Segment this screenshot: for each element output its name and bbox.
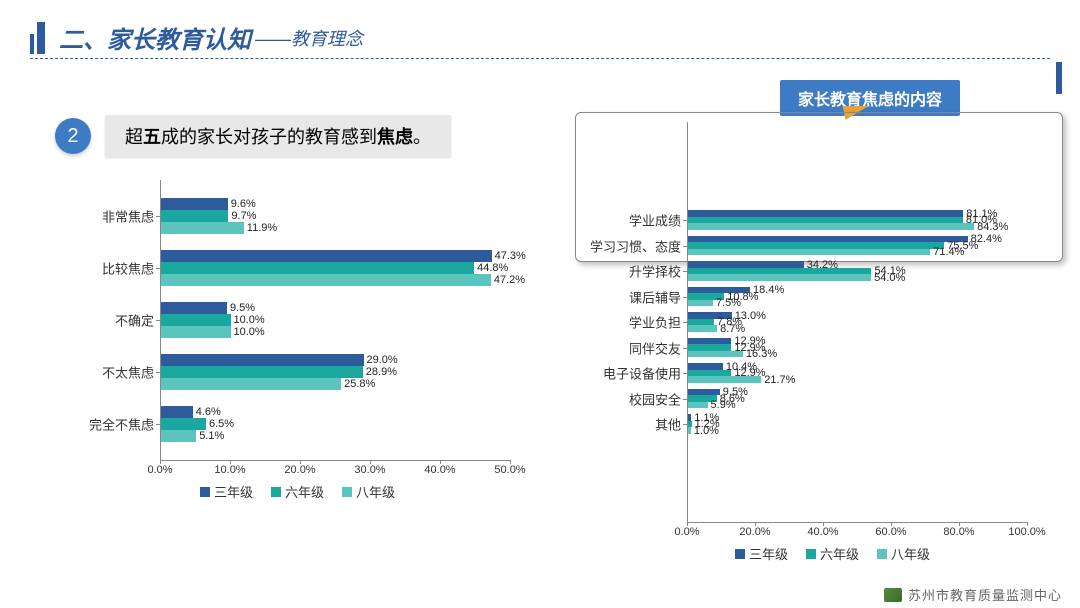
legend-item: 三年级 [735,544,788,563]
category-label: 比较焦虑 [102,259,160,278]
bar: 25.8% [161,378,342,390]
bar-value: 28.9% [363,366,397,378]
bar-value: 5.1% [196,430,224,442]
legend-item: 八年级 [342,482,395,501]
bar-value: 25.8% [341,378,375,390]
bar: 16.3% [688,351,743,358]
category-label: 同伴交友 [629,338,687,357]
bar-value: 44.8% [474,262,508,274]
bar-value: 54.0% [871,272,905,284]
bar-value: 71.4% [930,246,964,258]
title-main: 二、家长教育认知 [59,20,251,55]
bar: 29.0% [161,354,364,366]
bar-value: 5.9% [708,399,736,411]
legend-item: 六年级 [271,482,324,501]
bar: 44.8% [161,262,475,274]
bar: 7.5% [688,300,714,307]
bar-value: 1.0% [691,425,719,437]
bar-value: 7.5% [713,297,741,309]
subtitle-text: 超五成的家长对孩子的教育感到焦虑。 [105,115,451,157]
bar-value: 10.0% [231,326,265,338]
category-label: 学业成绩 [629,211,687,230]
bar-value: 47.3% [492,250,526,262]
legend-item: 八年级 [877,544,930,563]
slide-title: 二、家长教育认知 ——教育理念 [30,20,363,55]
bar: 84.3% [688,223,975,230]
title-accent-bars [30,22,45,54]
bar: 54.0% [688,274,872,281]
category-label: 不太焦虑 [102,363,160,382]
category-label: 完全不焦虑 [89,415,160,434]
title-divider [30,58,1050,59]
bar: 5.1% [161,430,197,442]
bar-value: 84.3% [974,221,1008,233]
bar-value: 9.6% [228,198,256,210]
subtitle-row: 2 超五成的家长对孩子的教育感到焦虑。 [55,115,451,157]
chart-anxiety-level: 非常焦虑9.6%9.7%11.9%比较焦虑47.3%44.8%47.2%不确定9… [50,180,540,520]
legend-item: 三年级 [200,482,253,501]
legend-right: 三年级六年级八年级 [735,544,930,563]
bar: 8.7% [688,325,718,332]
bar: 71.4% [688,249,931,256]
bar-value: 29.0% [364,354,398,366]
bar: 6.5% [161,418,207,430]
bar-value: 9.7% [228,210,256,222]
callout-bubble: 家长教育焦虑的内容 [780,80,960,116]
bar: 10.0% [161,314,231,326]
category-label: 学习习惯、态度 [590,236,687,255]
category-label: 课后辅导 [629,287,687,306]
bar: 11.9% [161,222,244,234]
category-label: 校园安全 [629,389,687,408]
bar: 47.3% [161,250,492,262]
title-sub: ——教育理念 [255,25,363,51]
bar: 9.6% [161,198,228,210]
bar-value: 8.7% [717,323,745,335]
legend-item: 六年级 [806,544,859,563]
bar: 10.0% [161,326,231,338]
bar-value: 4.6% [193,406,221,418]
category-label: 其他 [655,415,687,434]
bar: 21.7% [688,376,762,383]
bar: 9.5% [161,302,228,314]
bar-value: 16.3% [743,348,777,360]
bar-value: 6.5% [206,418,234,430]
category-label: 不确定 [115,311,160,330]
bar-value: 9.5% [227,302,255,314]
chart-anxiety-content: 学业成绩81.1%81.0%84.3%学习习惯、态度82.4%75.5%71.4… [575,112,1065,572]
category-label: 电子设备使用 [603,364,687,383]
footer-logo-icon [884,588,902,602]
bar-value: 10.0% [231,314,265,326]
right-accent-bar [1056,62,1062,94]
bar: 5.9% [688,402,708,409]
bar: 28.9% [161,366,363,378]
bar: 1.0% [688,427,691,434]
bar-value: 47.2% [491,274,525,286]
bar-value: 11.9% [244,222,277,234]
footer-org-name: 苏州市教育质量监测中心 [908,585,1062,604]
bar-value: 21.7% [761,374,795,386]
bar: 47.2% [161,274,491,286]
legend-left: 三年级六年级八年级 [200,482,395,501]
footer: 苏州市教育质量监测中心 [884,585,1062,604]
category-label: 学业负担 [629,313,687,332]
category-label: 升学择校 [629,262,687,281]
bar: 9.7% [161,210,229,222]
category-label: 非常焦虑 [102,207,160,226]
bar: 4.6% [161,406,193,418]
subtitle-number: 2 [55,118,91,154]
